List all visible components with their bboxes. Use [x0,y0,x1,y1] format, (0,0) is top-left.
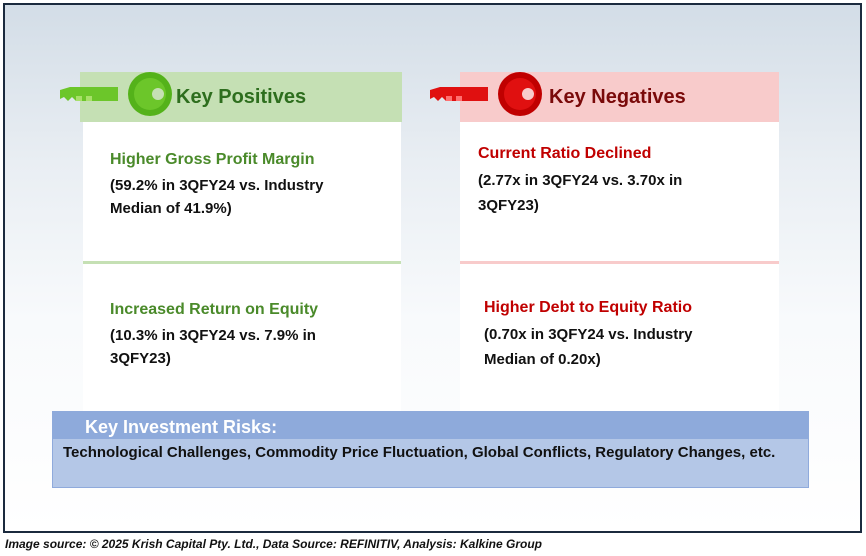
negatives-title: Key Negatives [549,86,686,108]
risks-text: Technological Challenges, Commodity Pric… [63,444,776,461]
positive-item-1-detail-line2: Median of 41.9%) [110,200,232,217]
negative-item-2-detail-line1: (0.70x in 3QFY24 vs. Industry [484,326,693,343]
positives-divider [83,261,401,264]
negative-item-1-detail-line2: 3QFY23) [478,197,539,214]
negatives-divider [460,261,779,264]
positives-title: Key Positives [176,86,307,108]
positive-item-2-heading: Increased Return on Equity [110,301,319,318]
negative-item-1-heading: Current Ratio Declined [478,145,652,162]
positive-item-1-detail-line1: (59.2% in 3QFY24 vs. Industry [110,177,324,194]
negative-item-1-detail-line1: (2.77x in 3QFY24 vs. 3.70x in [478,172,683,189]
positive-item-2-detail-line1: (10.3% in 3QFY24 vs. 7.9% in [110,327,316,344]
positive-item-2-detail-line2: 3QFY23) [110,350,171,367]
negatives-panel [460,72,779,412]
negative-item-2-detail-line2: Median of 0.20x) [484,351,601,368]
risks-header-strip [52,411,809,439]
source-note: Image source: © 2025 Krish Capital Pty. … [5,537,542,551]
red-key-icon [430,72,542,116]
positive-item-1-heading: Higher Gross Profit Margin [110,151,315,168]
negative-item-2-heading: Higher Debt to Equity Ratio [484,299,692,316]
positives-panel [83,72,401,412]
green-key-icon [60,72,172,116]
risks-title: Key Investment Risks: [85,417,278,437]
